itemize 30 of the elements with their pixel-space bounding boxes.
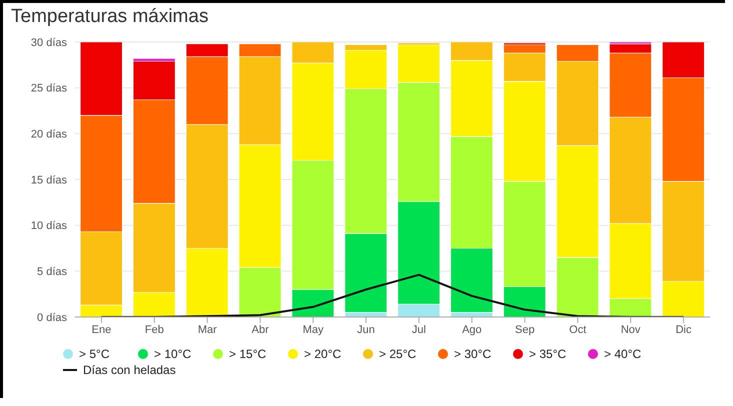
legend-label: > 10°C [154, 347, 192, 361]
x-tick-label: Jul [412, 324, 426, 336]
x-tick-label: Dic [676, 324, 692, 336]
y-tick-label: 20 días [30, 128, 68, 141]
y-tick-label: 30 días [30, 36, 68, 49]
legend-label: > 20°C [304, 347, 342, 361]
x-tick-label: Abr [252, 324, 270, 336]
x-tick-label: Ene [92, 324, 112, 336]
y-tick-label: 15 días [30, 174, 68, 186]
line-series [100, 274, 685, 317]
x-tick-label: May [302, 324, 324, 336]
legend-label: > 5°C [79, 347, 110, 361]
chart-title: Temperaturas máximas [10, 5, 210, 29]
x-tick-label: Jun [357, 324, 375, 336]
y-tick-label: 5 días [37, 266, 68, 278]
legend-label: > 25°C [379, 347, 416, 361]
x-tick-label: Ago [462, 324, 482, 336]
y-tick-label: 25 días [30, 82, 68, 95]
x-tick-label: Oct [569, 324, 586, 336]
y-tick-label: 0 días [37, 312, 68, 324]
x-tick-label: Nov [620, 324, 641, 336]
x-tick-label: Mar [198, 324, 218, 336]
x-tick-label: Feb [144, 324, 164, 336]
legend-label: Días con heladas [83, 363, 176, 377]
x-tick-label: Sep [515, 324, 535, 336]
legend-label: > 35°C [529, 347, 566, 361]
legend-label: > 15°C [229, 347, 266, 361]
y-tick-label: 10 días [30, 220, 68, 232]
legend-label: > 30°C [454, 347, 492, 361]
legend-label: > 40°C [604, 347, 642, 361]
